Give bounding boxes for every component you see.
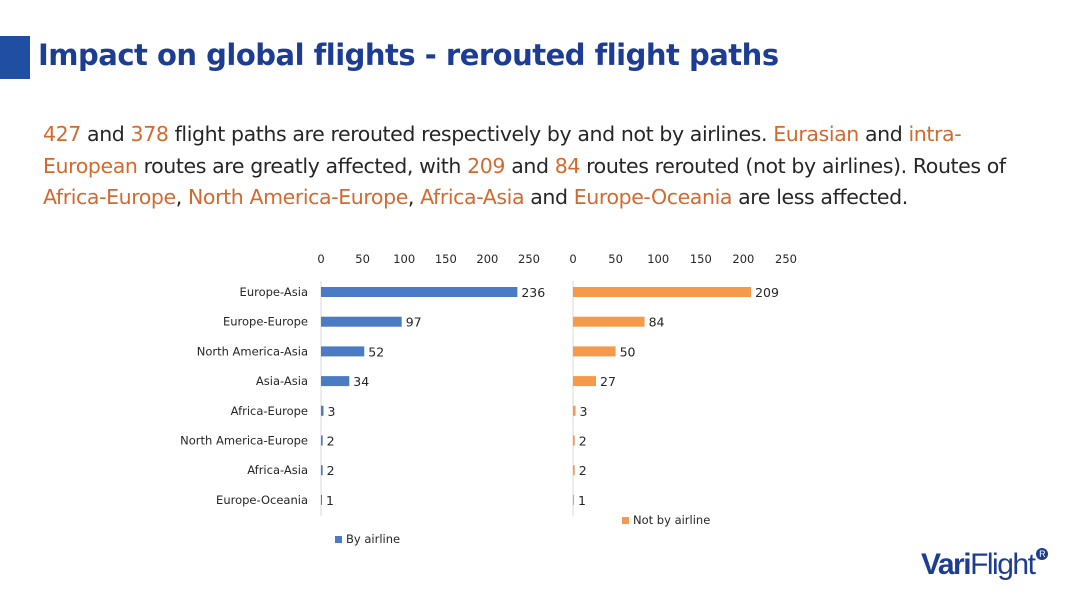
x-tick-label: 250: [775, 252, 797, 266]
highlight-text: intra-European: [43, 122, 962, 178]
paragraph-text: routes are greatly affected, with: [137, 153, 468, 178]
bar: [573, 405, 576, 416]
x-tick-label: 100: [647, 252, 669, 266]
highlight-text: Africa-Europe: [43, 185, 176, 209]
legend-swatch: [335, 536, 342, 543]
x-tick-label: 150: [690, 252, 712, 266]
x-tick-label: 0: [569, 252, 576, 266]
data-label: 2: [327, 434, 335, 449]
paragraph-text: ,: [407, 185, 421, 209]
data-label: 3: [580, 404, 588, 419]
highlight-text: Europe-Oceania: [573, 185, 733, 209]
paragraph-text: routes rerouted (not by airlines). Route…: [579, 153, 1006, 178]
data-label: 1: [326, 493, 334, 508]
data-label: 84: [649, 315, 665, 330]
summary-paragraph: 427 and 378 flight paths are rerouted re…: [43, 119, 1043, 214]
paragraph-text: and: [505, 153, 555, 178]
bar: [573, 316, 645, 327]
category-label: Europe-Asia: [240, 285, 308, 299]
highlight-text: 427: [43, 122, 81, 146]
bar: [573, 494, 574, 505]
bar: [321, 465, 323, 476]
bar: [573, 376, 597, 387]
data-label: 2: [579, 463, 587, 478]
category-label: Europe-Oceania: [216, 493, 308, 507]
x-tick-label: 200: [732, 252, 754, 266]
bar: [321, 435, 323, 446]
category-label: Europe-Europe: [223, 315, 308, 329]
highlight-text: 209: [467, 153, 506, 178]
x-tick-label: 100: [393, 252, 415, 266]
bar: [321, 316, 402, 327]
bar: [321, 376, 350, 387]
data-label: 52: [368, 344, 384, 359]
x-tick-label: 150: [435, 252, 457, 266]
highlight-text: Africa-Asia: [420, 185, 525, 209]
paragraph-text: flight paths are rerouted respectively b…: [168, 122, 774, 146]
bar: [573, 435, 575, 446]
title-accent-bar: [0, 36, 30, 79]
x-tick-label: 200: [476, 252, 498, 266]
legend-swatch: [622, 517, 629, 524]
paragraph-text: and: [524, 185, 574, 209]
x-tick-label: 0: [317, 252, 324, 266]
paragraph-text: and: [80, 122, 131, 146]
data-label: 3: [327, 404, 335, 419]
data-label: 97: [406, 315, 422, 330]
highlight-text: 84: [554, 153, 581, 178]
highlight-text: Eurasian: [773, 122, 859, 146]
data-label: 1: [578, 493, 586, 508]
highlight-text: North America-Europe: [188, 185, 408, 209]
highlight-text: 378: [130, 122, 169, 146]
bar: [321, 405, 324, 416]
bar: [573, 287, 752, 297]
bar: [573, 346, 616, 357]
bar: [321, 346, 365, 357]
data-label: 27: [600, 374, 616, 389]
bar: [573, 465, 575, 476]
x-tick-label: 250: [518, 252, 540, 266]
data-label: 2: [327, 463, 335, 478]
category-label: North America-Asia: [197, 344, 308, 358]
paragraph-text: ,: [175, 185, 188, 209]
data-label: 2: [579, 434, 587, 449]
bar: [321, 494, 322, 505]
data-label: 50: [620, 344, 636, 359]
category-label: Africa-Asia: [247, 463, 308, 477]
paragraph-text: and: [858, 122, 909, 146]
x-tick-label: 50: [355, 252, 370, 266]
paragraph-text: are less affected.: [732, 185, 908, 209]
data-label: 209: [755, 285, 779, 300]
category-label: North America-Europe: [180, 434, 308, 448]
category-label: Africa-Europe: [231, 404, 308, 418]
legend-label: By airline: [346, 532, 400, 546]
data-label: 34: [353, 374, 369, 389]
slide-title: Impact on global flights - rerouted flig…: [38, 38, 779, 72]
legend-label: Not by airline: [633, 513, 710, 527]
variflight-logo: VariFlight R: [921, 548, 1049, 582]
data-label: 236: [521, 285, 545, 300]
x-tick-label: 50: [608, 252, 623, 266]
bar: [321, 287, 518, 297]
category-label: Asia-Asia: [256, 374, 308, 388]
